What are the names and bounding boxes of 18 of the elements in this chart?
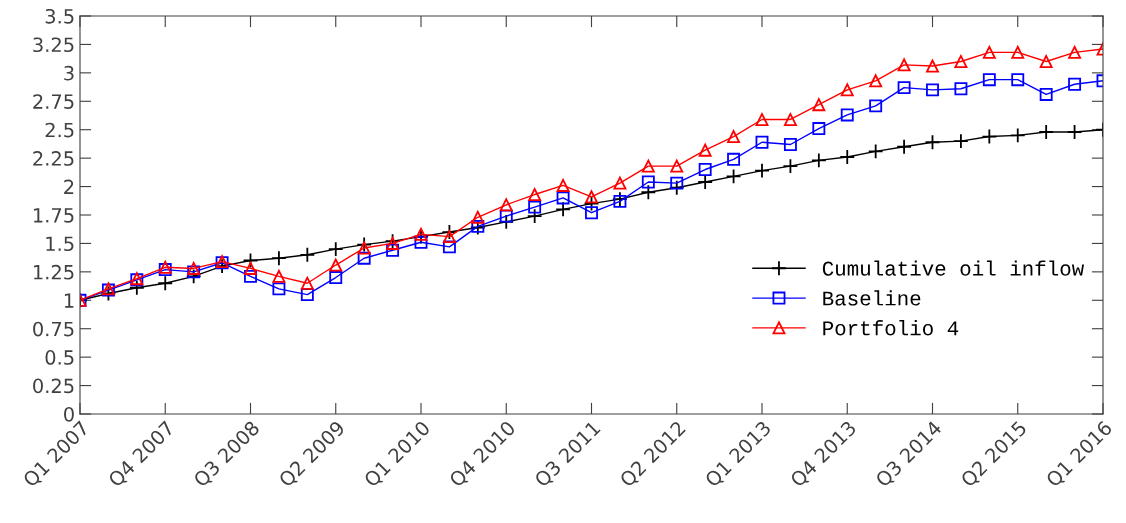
y-tick-label: 0 — [64, 406, 74, 422]
y-tick-label: 2.75 — [33, 94, 74, 109]
y-tick-label: 3.5 — [45, 8, 74, 24]
legend-label: Baseline — [823, 290, 921, 306]
y-tick-label: 2 — [64, 179, 74, 194]
y-tick-label: 0.5 — [45, 350, 74, 365]
y-tick-label: 0.75 — [33, 321, 74, 337]
y-tick-label: 1.75 — [33, 208, 74, 223]
y-tick-label: 1.5 — [46, 236, 74, 252]
y-tick-label: 3 — [64, 65, 74, 81]
y-tick-label: 0.25 — [33, 378, 74, 394]
legend-label: Portfolio 4 — [823, 320, 959, 336]
y-tick-label: 1 — [64, 293, 74, 308]
y-tick-label: 3.25 — [33, 37, 74, 53]
y-tick-label: 1.25 — [33, 264, 74, 280]
legend-label: Cumulative oil inflow — [822, 260, 1085, 276]
y-tick-label: 2.25 — [33, 151, 74, 166]
y-tick-label: 2.5 — [45, 122, 74, 138]
